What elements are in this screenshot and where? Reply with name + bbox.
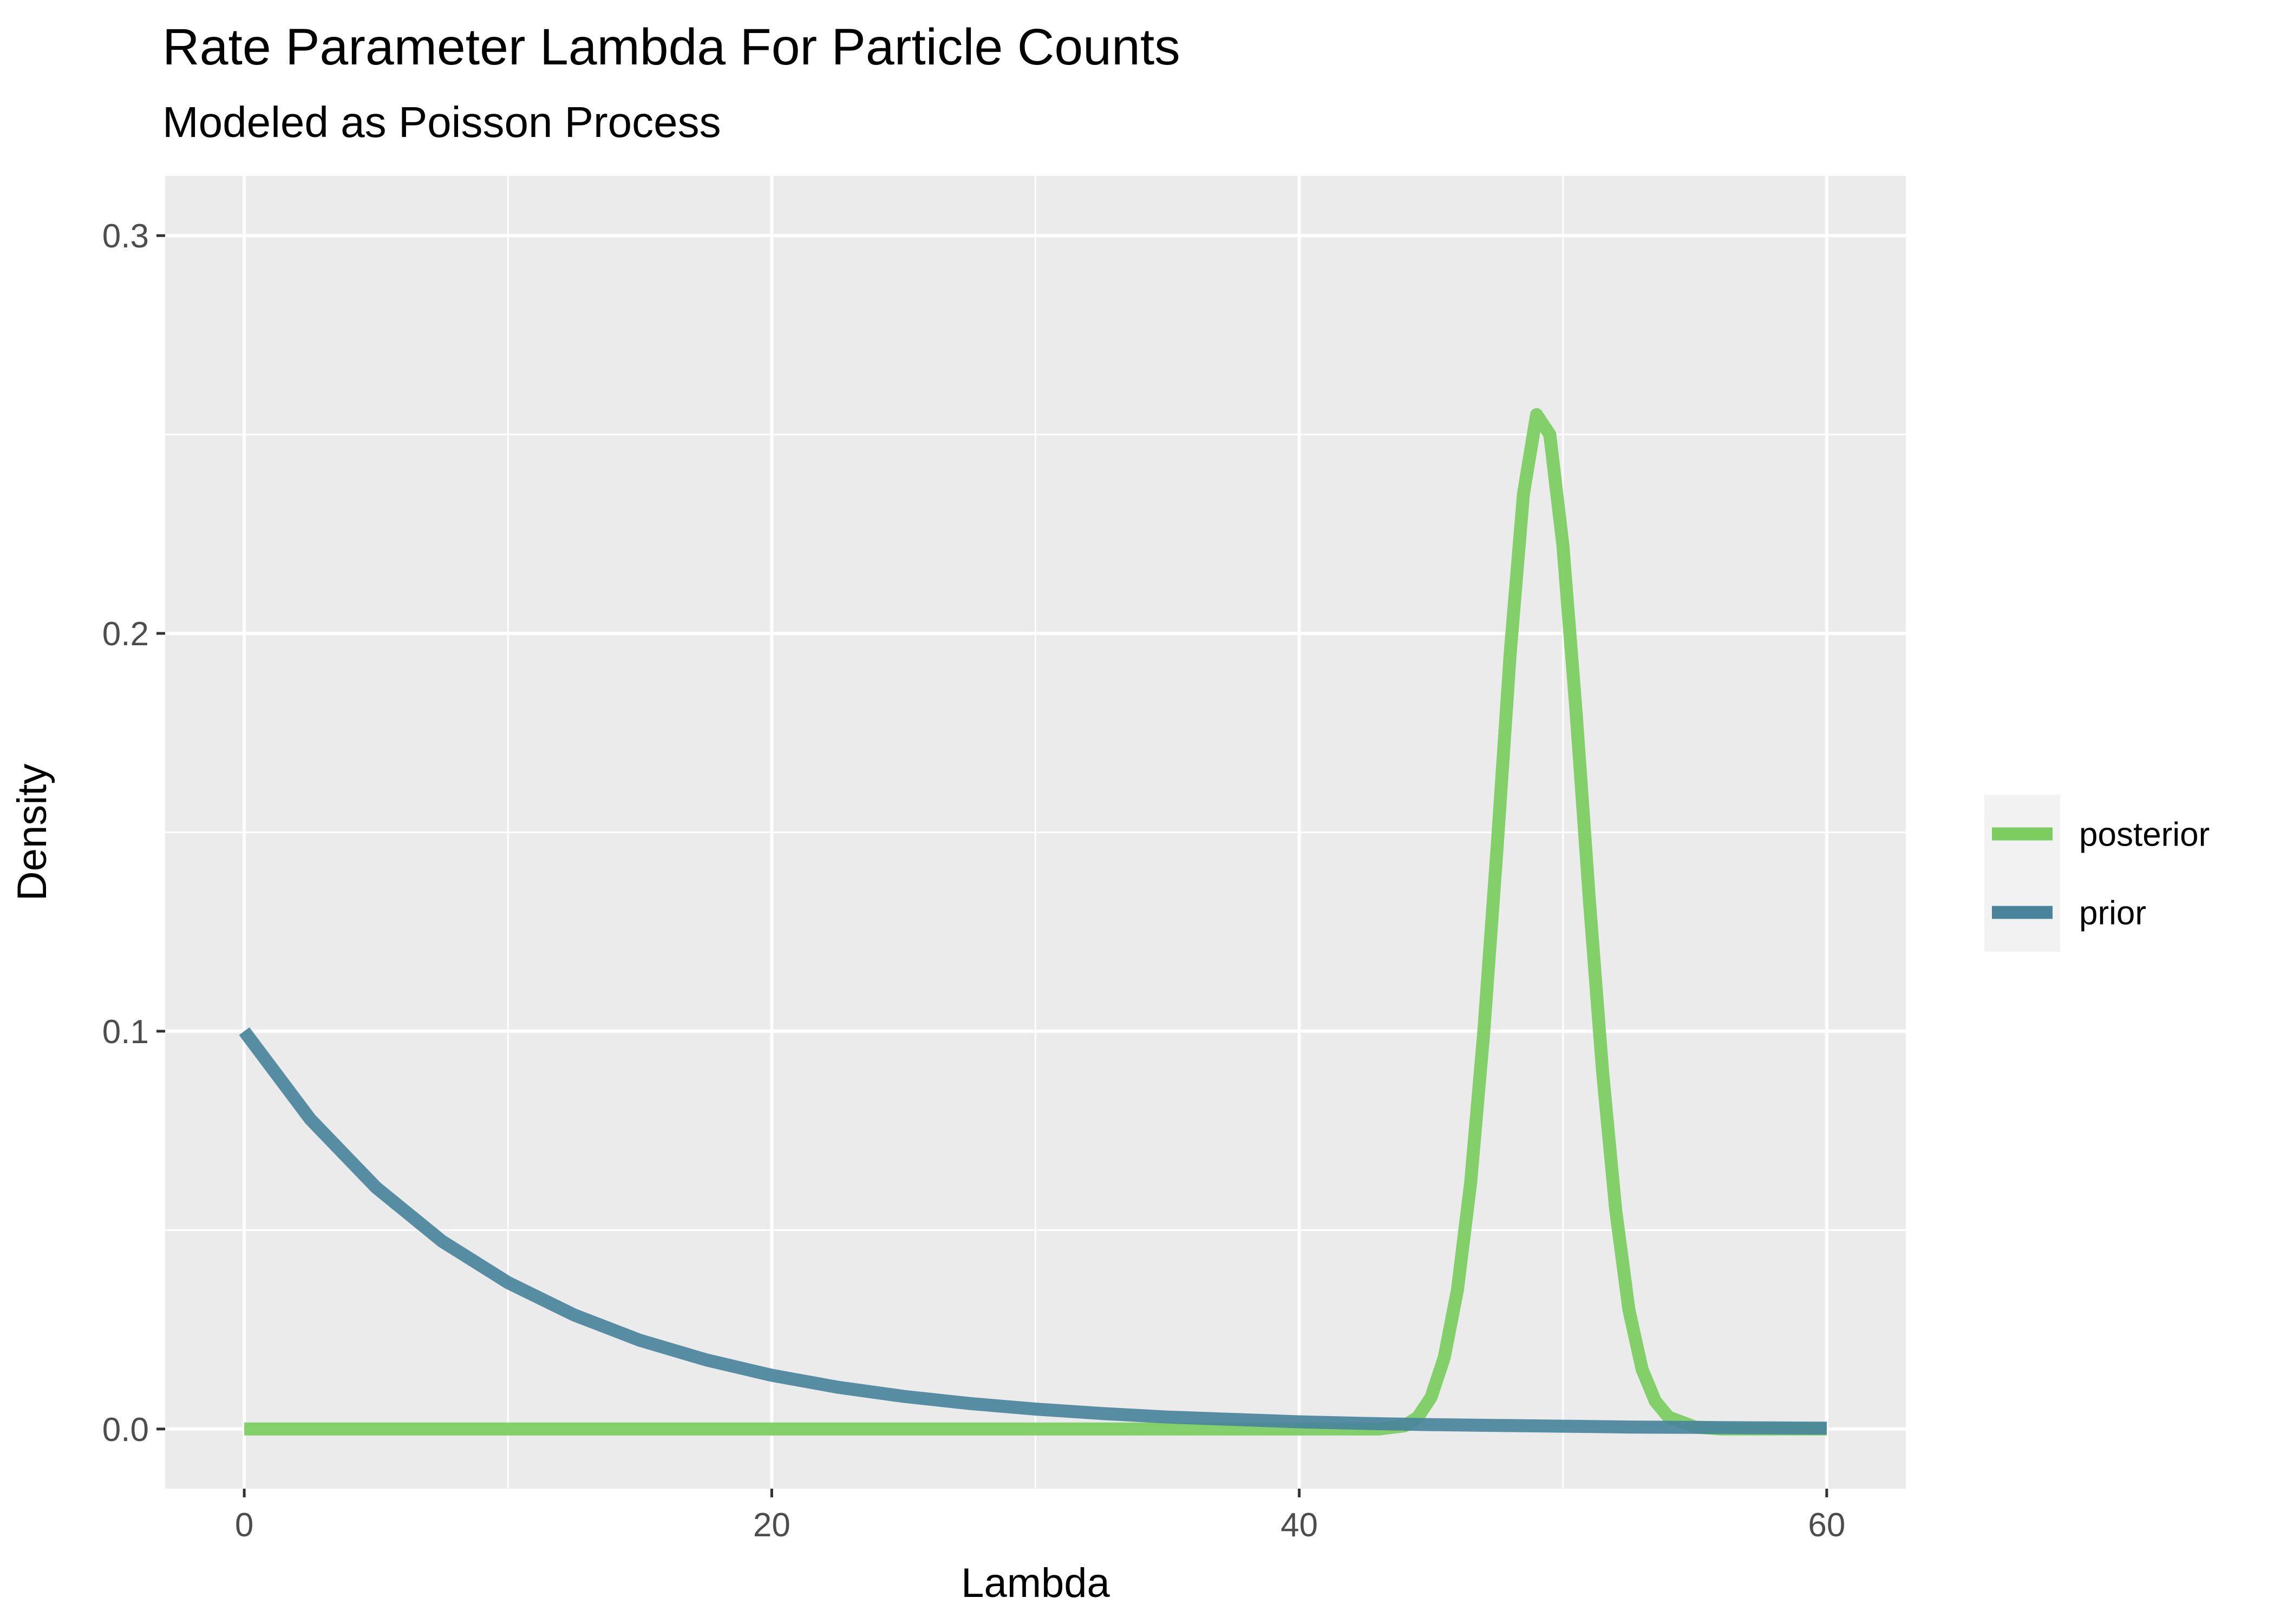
y-tick-label: 0.1 — [102, 1013, 149, 1051]
x-tick-label: 40 — [1280, 1507, 1318, 1544]
series-line-posterior — [244, 408, 1827, 1436]
series-layer — [239, 408, 1827, 1436]
y-tick-label: 0.3 — [102, 218, 149, 255]
legend-label-prior: prior — [2079, 895, 2146, 932]
x-tick-label: 0 — [235, 1507, 253, 1544]
y-tick-label: 0.2 — [102, 615, 149, 653]
axes-layer: 0 20 40 60 0.0 0.1 0.2 0.3 — [102, 218, 1846, 1544]
legend: posterior prior — [1984, 795, 2210, 952]
y-axis-title: Density — [9, 764, 55, 901]
y-tick-label: 0.0 — [102, 1411, 149, 1449]
major-grid — [165, 176, 1906, 1489]
x-axis-title: Lambda — [961, 1560, 1110, 1606]
series-line-prior — [239, 1027, 1827, 1435]
x-tick-label: 20 — [753, 1507, 790, 1544]
legend-label-posterior: posterior — [2079, 816, 2210, 854]
x-tick-label: 60 — [1808, 1507, 1845, 1544]
chart-title: Rate Parameter Lambda For Particle Count… — [162, 18, 1180, 76]
chart-subtitle: Modeled as Poisson Process — [162, 98, 721, 146]
